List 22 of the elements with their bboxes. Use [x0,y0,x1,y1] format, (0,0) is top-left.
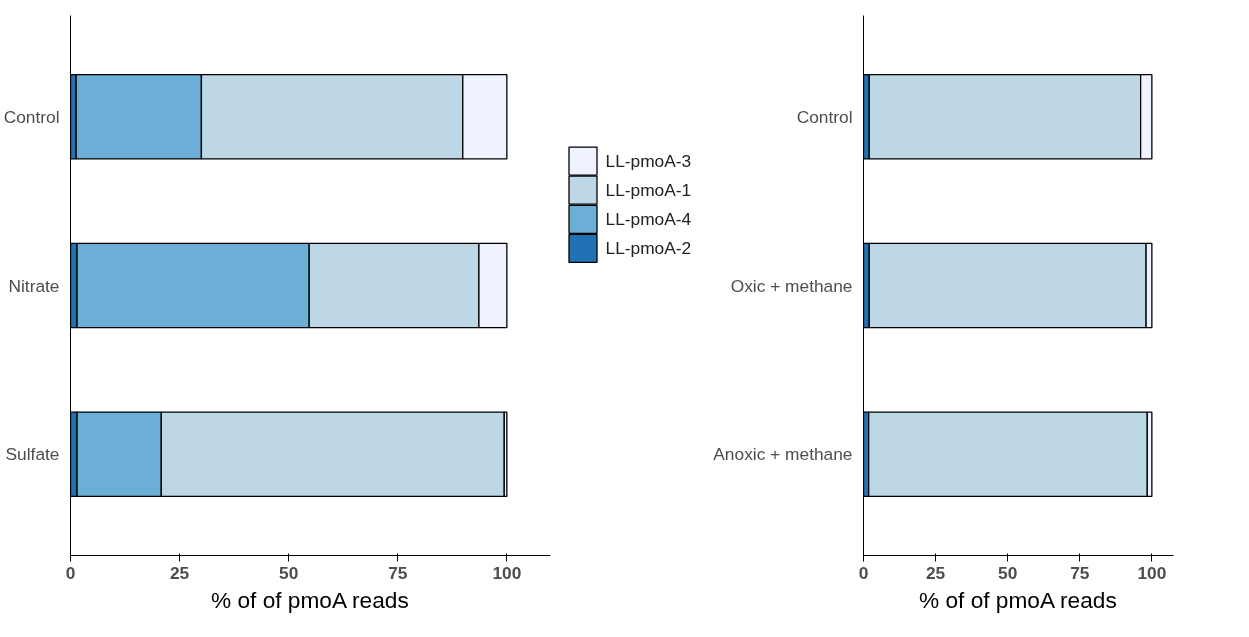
x-tick-label: 25 [169,562,190,583]
legend-label: LL-pmoA-2 [605,238,692,259]
y-tick-label: Control [796,106,853,127]
x-tick-label: 75 [1070,562,1090,583]
y-tick-label: Sulfate [5,444,60,465]
x-axis-title: % of of pmoA reads [919,586,1117,613]
legend-label: LL-pmoA-1 [605,180,692,201]
x-tick-label: 50 [279,562,299,583]
x-tick-label: 100 [492,562,522,583]
y-tick-label: Control [3,106,60,127]
x-axis-title: % of of pmoA reads [211,586,409,613]
y-tick-label: Anoxic + methane [713,444,853,465]
y-tick-label: Nitrate [8,275,60,296]
x-tick-label: 0 [65,562,76,583]
x-tick-label: 0 [858,562,869,583]
legend-label: LL-pmoA-3 [605,151,692,172]
y-tick-label: Oxic + methane [730,275,853,296]
x-tick-label: 25 [925,562,946,583]
x-tick-label: 100 [1137,562,1167,583]
x-tick-label: 50 [998,562,1018,583]
legend-label: LL-pmoA-4 [605,209,692,230]
x-tick-label: 75 [388,562,408,583]
